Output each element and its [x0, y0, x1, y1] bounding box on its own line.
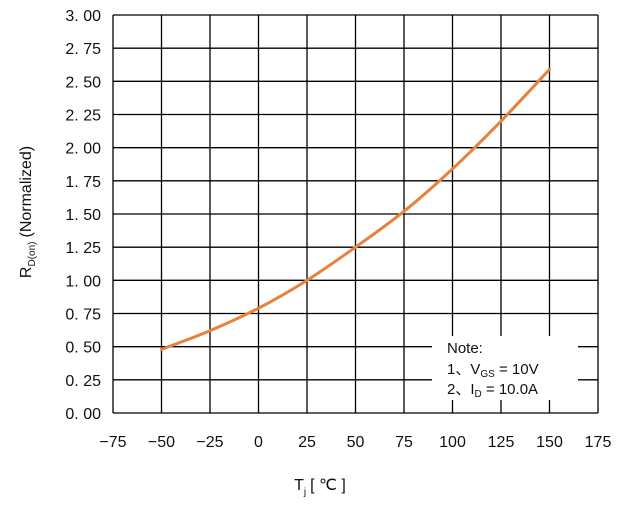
x-tick-label: 125 [488, 434, 515, 451]
y-tick-label: 0. 50 [65, 340, 101, 357]
y-tick-label: 2. 00 [65, 141, 101, 158]
series-line [160, 67, 551, 351]
y-tick-label: 1. 00 [65, 273, 101, 290]
grid [112, 14, 599, 414]
x-tick-label: 0 [254, 434, 263, 451]
x-axis-label: Tj[ ℃ ] [294, 477, 346, 498]
series-layer [160, 67, 551, 351]
x-tick-label: 175 [585, 434, 612, 451]
y-tick-label: 2. 75 [65, 41, 101, 58]
x-tick-label: −25 [196, 434, 223, 451]
x-tick-label: −50 [148, 434, 175, 451]
y-tick-label: 1. 50 [65, 207, 101, 224]
x-tick-label: 100 [439, 434, 466, 451]
y-axis-ticks: 0. 00 0. 25 0. 50 0. 75 1. 00 1. 25 1. 50 1. 75… [65, 8, 101, 423]
y-tick-label: 1. 75 [65, 174, 101, 191]
note-box: Note: 1、VGS = 10V 2、ID = 10.0A [432, 336, 578, 400]
x-tick-label: 25 [298, 434, 316, 451]
x-tick-label: −75 [99, 434, 126, 451]
y-axis-label: RD(on)(Normalized) [18, 146, 38, 278]
y-tick-label: 2. 50 [65, 74, 101, 91]
note-line-2: 2、ID = 10.0A [447, 381, 538, 400]
y-tick-label: 2. 25 [65, 108, 101, 125]
x-tick-label: 75 [395, 434, 413, 451]
x-tick-label: 150 [536, 434, 563, 451]
y-tick-label: 0. 00 [65, 406, 101, 423]
x-axis-ticks: −75 −50 −25 0 25 50 75 100 125 150 175 [99, 434, 611, 451]
y-tick-label: 0. 75 [65, 307, 101, 324]
y-tick-label: 0. 25 [65, 373, 101, 390]
note-title: Note: [447, 340, 483, 357]
note-line-1: 1、VGS = 10V [447, 361, 539, 380]
y-tick-label: 3. 00 [65, 8, 101, 25]
x-tick-label: 50 [347, 434, 365, 451]
y-tick-label: 1. 25 [65, 240, 101, 257]
